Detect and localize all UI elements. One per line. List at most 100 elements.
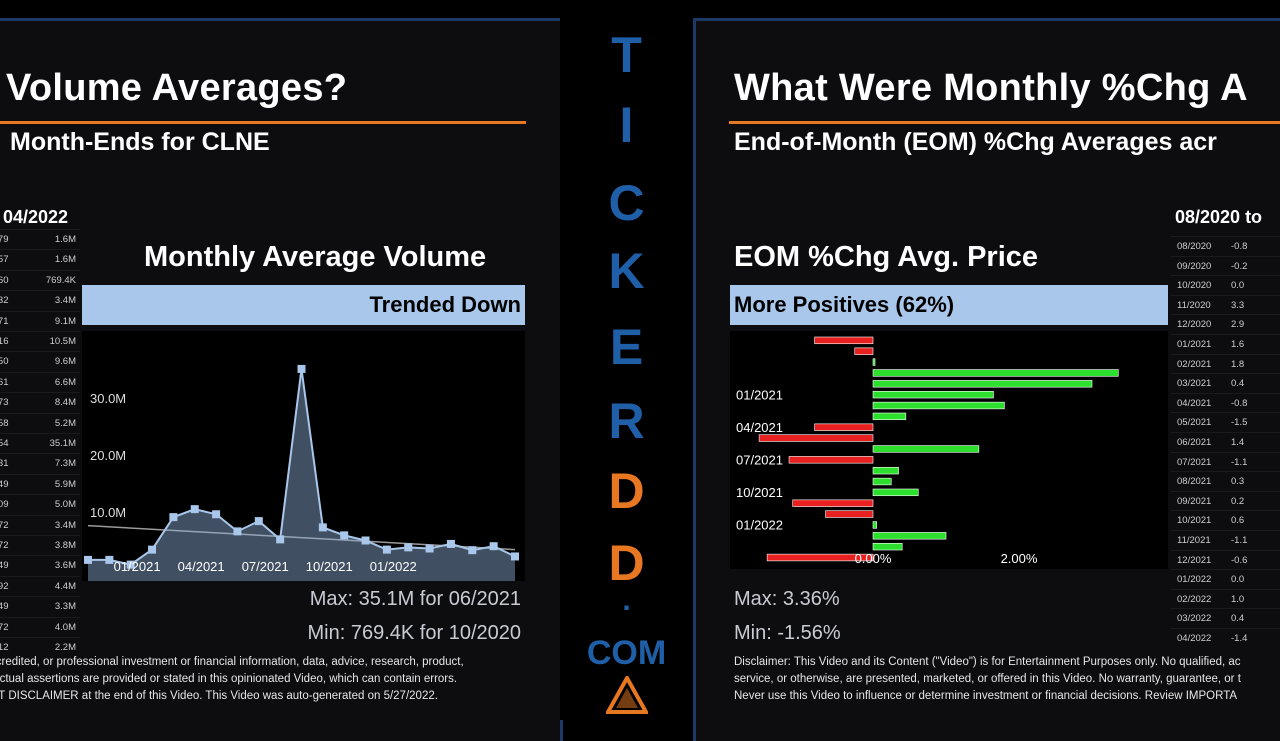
- logo-dot: .: [622, 584, 631, 617]
- table-cell-price: 2.79: [0, 234, 9, 245]
- positive-bar: [872, 466, 899, 475]
- logo-triangle-icon: [606, 676, 648, 714]
- x-tick-label: 10/2021: [306, 559, 353, 574]
- table-row: 03/2021 0.4: [1171, 373, 1280, 394]
- table-row: 6.16 10.5M: [0, 331, 80, 352]
- table-cell-volume: 9.6M: [54, 356, 76, 368]
- right-disclaimer-line: Disclaimer: This Video and its Content (…: [734, 656, 1241, 668]
- table-cell-price: 8.58: [0, 417, 9, 429]
- table-cell-date: 02/2022: [1177, 593, 1212, 605]
- logo-letter: D: [608, 463, 645, 519]
- table-cell-date: 12/2020: [1177, 319, 1212, 331]
- table-row: 07/2021 -1.1: [1171, 451, 1280, 473]
- logo-letter: K: [608, 243, 645, 299]
- pct-min-stat: Min: -1.56%: [734, 622, 841, 644]
- table-row: 6.49 3.6M: [0, 555, 80, 576]
- volume-point: [468, 546, 477, 555]
- table-cell-date: 11/2021: [1177, 535, 1211, 546]
- table-cell-date: 11/2020: [1177, 299, 1211, 311]
- left-disclaimer-line: NT DISCLAIMER at the end of this Video. …: [0, 690, 438, 702]
- table-cell-price: 8.31: [0, 458, 9, 470]
- table-row: 08/2020 -0.8: [1171, 236, 1280, 257]
- logo-letter: D: [608, 535, 645, 591]
- positive-bar: [872, 401, 1005, 410]
- logo-letter: C: [608, 175, 645, 231]
- table-row: 05/2021 -1.5: [1171, 412, 1280, 433]
- positives-banner: More Positives (62%): [730, 285, 1168, 325]
- positive-bar: [872, 412, 907, 421]
- volume-point: [254, 517, 263, 526]
- volume-area: [88, 368, 515, 581]
- table-row: 06/2021 1.4: [1171, 432, 1280, 453]
- table-cell-price: 2.60: [0, 274, 9, 286]
- logo-letter: R: [608, 393, 645, 449]
- volume-point: [425, 544, 434, 553]
- volume-point: [169, 513, 178, 522]
- pct-chart-title: EOM %Chg Avg. Price: [734, 241, 1039, 273]
- table-row: 09/2020 -0.2: [1171, 255, 1280, 277]
- table-row: 11/2021 -1.1: [1171, 530, 1280, 551]
- table-cell-price: 8.61: [0, 376, 9, 388]
- table-row: 8.50 9.6M: [0, 351, 80, 372]
- negative-bar: [825, 510, 874, 518]
- table-row: 04/2022 -1.4: [1171, 628, 1280, 649]
- table-row: 12/2020 2.9: [1171, 314, 1280, 335]
- table-cell-price: 6.72: [0, 540, 9, 551]
- table-cell-volume: 5.2M: [54, 417, 76, 429]
- volume-point: [489, 542, 498, 551]
- volume-point: [446, 539, 455, 548]
- table-cell-date: 01/2021: [1177, 339, 1212, 350]
- y-tick-label: 10/2021: [736, 485, 783, 500]
- table-cell-price: 8.50: [0, 356, 9, 368]
- table-cell-date: 09/2021: [1177, 495, 1212, 507]
- table-row: 3.32 3.4M: [0, 290, 80, 311]
- table-cell-pct: 0.0: [1231, 574, 1245, 586]
- table-cell-price: 5.92: [0, 580, 9, 592]
- table-row: 09/2021 0.2: [1171, 490, 1280, 512]
- table-cell-date: 09/2020: [1177, 260, 1212, 272]
- x-tick-label: 2.00%: [1001, 551, 1038, 566]
- table-cell-volume: 10.5M: [49, 336, 76, 347]
- table-cell-pct: 1.0: [1231, 593, 1245, 605]
- table-cell-pct: 1.8: [1231, 358, 1245, 370]
- positive-bar: [872, 445, 980, 453]
- table-cell-volume: 3.3M: [54, 601, 76, 613]
- table-row: 5.71 9.1M: [0, 310, 80, 332]
- y-tick-label: 30.0M: [90, 391, 126, 406]
- table-row: 2.57 1.6M: [0, 249, 80, 270]
- volume-area-chart: 10.0M 20.0M 30.0M 01/2021 04/2021 07/2021 10/2…: [82, 331, 525, 581]
- table-cell-price: 3.32: [0, 295, 9, 307]
- left-title-underline: [0, 121, 526, 124]
- table-row: 11/2020 3.3: [1171, 294, 1280, 316]
- table-row: 02/2022 1.0: [1171, 588, 1280, 610]
- left-disclaimer-line: factual assertions are provided or state…: [0, 673, 458, 685]
- table-row: 4.12 2.2M: [0, 637, 80, 658]
- table-cell-volume: 1.6M: [54, 254, 76, 266]
- table-cell-volume: 9.1M: [54, 315, 76, 327]
- volume-point: [361, 536, 370, 545]
- logo-letter: T: [611, 27, 642, 83]
- table-row: 8.54 35.1M: [0, 433, 80, 454]
- table-cell-volume: 5.9M: [54, 478, 76, 490]
- table-row: 10/2021 0.6: [1171, 510, 1280, 531]
- table-row: 8.31 7.3M: [0, 453, 80, 474]
- x-tick-label: 07/2021: [242, 559, 289, 574]
- right-data-table: 08/2020 -0.8 09/2020 -0.2 10/2020 0.0 11/2020 3…: [1171, 236, 1280, 656]
- table-cell-price: 6.72: [0, 519, 9, 531]
- table-cell-date: 08/2020: [1177, 241, 1212, 252]
- volume-point: [276, 535, 285, 544]
- table-cell-pct: 0.4: [1231, 378, 1245, 390]
- logo-letter: E: [609, 319, 644, 375]
- table-cell-pct: -0.8: [1231, 397, 1248, 409]
- table-cell-pct: 0.6: [1231, 515, 1245, 527]
- table-cell-pct: 0.3: [1231, 476, 1245, 488]
- table-cell-date: 05/2021: [1177, 417, 1212, 429]
- table-cell-price: 8.54: [0, 438, 9, 449]
- table-row: 08/2021 0.3: [1171, 471, 1280, 492]
- volume-point: [382, 545, 391, 554]
- table-cell-volume: 35.1M: [49, 438, 76, 449]
- table-cell-pct: 0.0: [1231, 280, 1245, 292]
- table-cell-pct: 0.4: [1231, 613, 1245, 625]
- table-cell-date: 04/2021: [1177, 397, 1212, 409]
- negative-bar: [814, 423, 874, 431]
